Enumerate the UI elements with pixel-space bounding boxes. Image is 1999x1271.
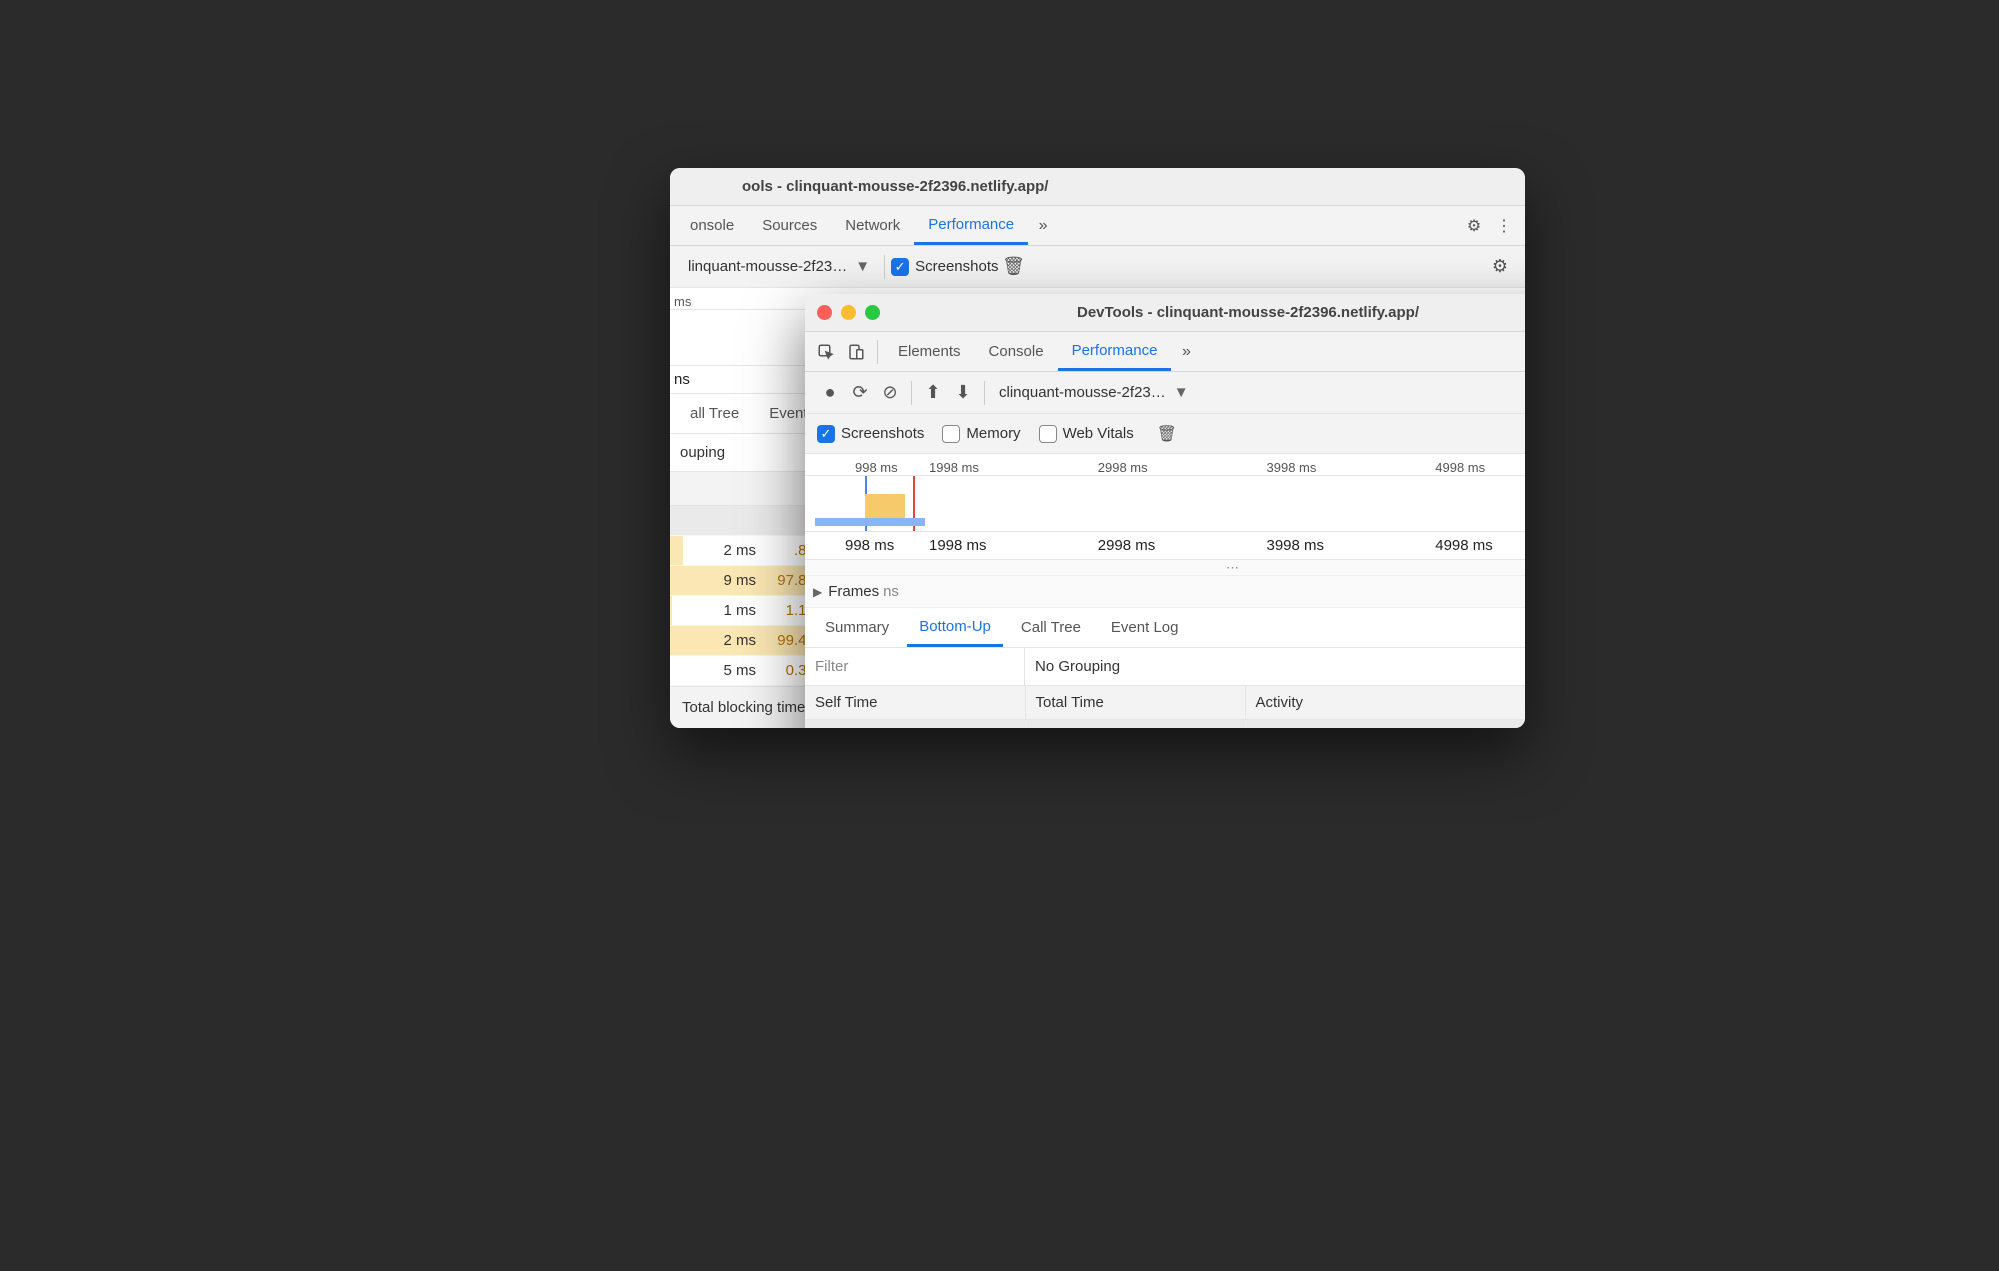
checkbox-label: Web Vitals [1063,425,1134,442]
overview-strip[interactable]: CPU NET [805,476,1525,532]
frames-suffix: ns [883,583,899,600]
table-row[interactable]: 127.1 ms63.2 % 192.9 ms95.9 % ▶omain.js:… [805,720,1525,729]
titlebar: ools - clinquant-mousse-2f2396.netlify.a… [670,168,1525,206]
gear-icon[interactable]: ⚙ [1459,211,1489,241]
checkbox-icon [942,425,960,443]
upload-icon[interactable]: ⬆ [918,378,948,408]
checkbox-screenshots[interactable]: ✓ Screenshots [891,258,998,276]
window-title: ools - clinquant-mousse-2f2396.netlify.a… [682,178,1513,195]
activity-table: Self Time Total Time Activity 127.1 ms 63… [805,686,1525,728]
chevron-down-icon: ▼ [1174,384,1189,401]
recording-dropdown[interactable]: clinquant-mousse-2f23… ▼ [991,384,1197,401]
grouping-label: ouping [680,444,725,461]
checkbox-icon: ✓ [817,425,835,443]
chevron-down-icon: ▼ [855,258,870,275]
close-icon[interactable] [817,305,832,320]
reload-icon[interactable]: ⟳ [845,378,875,408]
subtab-calltree[interactable]: all Tree [678,394,751,433]
recording-dropdown[interactable]: linquant-mousse-2f23… ▼ [680,258,878,275]
th-totaltime[interactable]: Total Time [1025,686,1245,720]
checkbox-label: Memory [966,425,1020,442]
tab-console[interactable]: onsole [676,206,748,245]
total-time: 192.9 ms [1091,726,1167,728]
tab-console[interactable]: Console [975,332,1058,371]
checkbox-screenshots[interactable]: ✓ Screenshots [817,425,924,443]
category-icon [1273,728,1287,729]
ruler-top: 998 ms 1998 ms 2998 ms 3998 ms 4998 ms 5… [805,454,1525,476]
tab-sources[interactable]: Sources [748,206,831,245]
record-icon[interactable]: ● [815,378,845,408]
devtools-window-front: DevTools - clinquant-mousse-2f2396.netli… [805,294,1525,728]
subtab-summary[interactable]: Summary [813,608,901,647]
activity-label: o [1295,726,1303,728]
subtabs: Summary Bottom-Up Call Tree Event Log [805,608,1525,648]
download-icon[interactable]: ⬇ [948,378,978,408]
checkbox-memory[interactable]: Memory [942,425,1020,443]
total-time: 2 ms [680,632,756,649]
tabstrip: onsole Sources Network Performance » ⚙ ⋮ [670,206,1525,246]
checkbox-label: Screenshots [841,425,924,442]
total-pct: 95.9 % [1177,726,1235,728]
traffic-lights [817,305,880,320]
total-time: 9 ms [680,572,756,589]
perf-toolbar: ● ⟳ ⊘ ⬆ ⬇ clinquant-mousse-2f23… ▼ ⚙ [805,372,1525,414]
tab-network[interactable]: Network [831,206,914,245]
tab-performance[interactable]: Performance [914,206,1028,245]
tab-performance[interactable]: Performance [1058,332,1172,371]
clear-icon[interactable]: ⊘ [875,378,905,408]
recording-label: linquant-mousse-2f23… [688,258,847,275]
checkbox-icon: ✓ [891,258,909,276]
expand-icon: ▶ [1256,728,1265,729]
filter-row: No Grouping ▼ ◧ [805,648,1525,686]
minimize-icon[interactable] [841,305,856,320]
checkbox-icon [1039,425,1057,443]
expand-icon: ▶ [813,585,822,599]
more-tabs-icon[interactable]: » [1028,211,1058,241]
self-time: 127.1 ms [871,726,947,728]
timeline-overview: 998 ms 1998 ms 2998 ms 3998 ms 4998 ms 5… [805,454,1525,608]
tab-elements[interactable]: Elements [884,332,975,371]
trash-icon[interactable]: 🗑 [999,252,1029,282]
titlebar: DevTools - clinquant-mousse-2f2396.netli… [805,294,1525,332]
window-title: DevTools - clinquant-mousse-2f2396.netli… [898,304,1525,321]
subtab-calltree[interactable]: Call Tree [1009,608,1093,647]
perf-toolbar: linquant-mousse-2f23… ▼ ✓ Screenshots 🗑 … [670,246,1525,288]
grouping-dropdown[interactable]: No Grouping ▼ [1025,658,1525,675]
inspect-icon[interactable] [811,337,841,367]
recording-label: clinquant-mousse-2f23… [999,384,1166,401]
subtab-eventlog[interactable]: Event Log [1099,608,1191,647]
th-selftime[interactable]: Self Time [805,686,1025,720]
devtools-window-back: ools - clinquant-mousse-2f2396.netlify.a… [670,168,1525,728]
th-activity[interactable]: Activity [1245,686,1525,720]
maximize-icon[interactable] [865,305,880,320]
more-tabs-icon[interactable]: » [1171,337,1201,367]
checkbox-webvitals[interactable]: Web Vitals [1039,425,1134,443]
subtab-bottomup[interactable]: Bottom-Up [907,608,1003,647]
net-bar [815,518,925,526]
total-time: 1 ms [680,602,756,619]
trash-icon[interactable]: 🗑 [1152,419,1182,449]
grouping-label: No Grouping [1035,658,1120,675]
checkbox-label: Screenshots [915,258,998,275]
frames-row[interactable]: ▶ Frames ns [805,576,1525,608]
gear-icon[interactable]: ⚙ [1485,252,1515,282]
device-icon[interactable] [841,337,871,367]
total-time: 5 ms [680,662,756,679]
total-time: 2 ms [680,542,756,559]
options-row: ✓ Screenshots Memory Web Vitals 🗑 [805,414,1525,454]
self-pct: 63.2 % [957,726,1015,728]
ruler-bottom: 998 ms 1998 ms 2998 ms 3998 ms 4998 ms 5… [805,532,1525,560]
filter-input[interactable] [805,648,1025,685]
kebab-icon[interactable]: ⋮ [1489,211,1519,241]
collapsed-indicator[interactable]: ⋯ [805,560,1525,576]
frames-label: Frames [828,583,879,600]
tabstrip: Elements Console Performance » ⚙ ⋮ [805,332,1525,372]
